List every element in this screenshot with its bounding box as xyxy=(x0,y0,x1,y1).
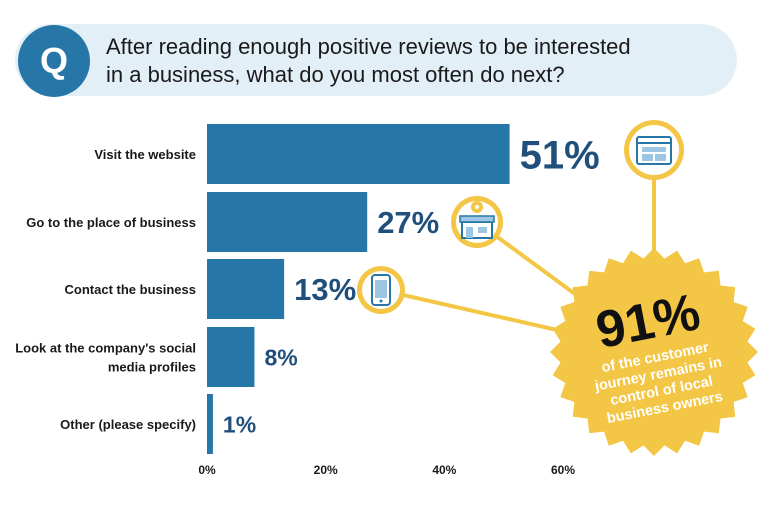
value-label: 51% xyxy=(520,133,600,177)
x-tick-label: 60% xyxy=(551,463,575,477)
value-label: 27% xyxy=(377,205,439,240)
category-label: Visit the website xyxy=(94,147,196,162)
question-line-2: in a business, what do you most often do… xyxy=(106,62,565,87)
category-label: media profiles xyxy=(108,360,196,375)
category-label: Look at the company's social xyxy=(15,341,196,356)
category-label: Go to the place of business xyxy=(26,215,196,230)
question-text: After reading enough positive reviews to… xyxy=(106,33,726,89)
storefront-location-icon xyxy=(451,196,503,248)
callout-seal-icon xyxy=(550,248,758,456)
bar xyxy=(207,192,368,252)
bar xyxy=(207,259,285,319)
bar xyxy=(207,124,510,184)
value-label: 13% xyxy=(294,272,356,307)
question-badge-icon: Q xyxy=(18,25,90,97)
category-label: Other (please specify) xyxy=(60,417,196,432)
bar xyxy=(207,327,255,387)
question-banner xyxy=(15,24,737,96)
x-tick-label: 40% xyxy=(432,463,456,477)
browser-window-icon xyxy=(624,120,684,180)
bar xyxy=(207,394,213,454)
category-label: Contact the business xyxy=(65,282,196,297)
question-line-1: After reading enough positive reviews to… xyxy=(106,34,631,59)
value-label: 8% xyxy=(264,344,297,370)
smartphone-icon xyxy=(357,266,405,314)
x-tick-label: 0% xyxy=(198,463,216,477)
value-label: 1% xyxy=(223,411,256,437)
x-tick-label: 20% xyxy=(314,463,338,477)
